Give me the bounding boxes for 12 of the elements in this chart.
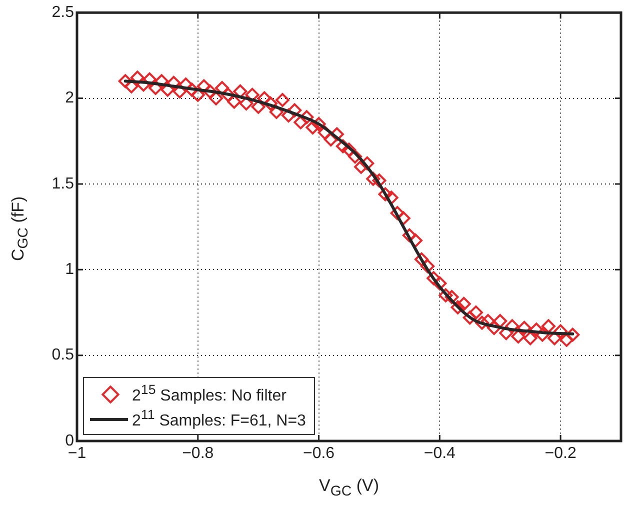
y-tick-label: 1.5 (52, 175, 74, 192)
y-tick-label: 2 (65, 90, 74, 107)
y-tick-label: 1 (65, 261, 74, 278)
x-tick-label: −0.2 (544, 445, 576, 462)
x-tick-label: −0.6 (302, 445, 335, 462)
y-tick-label: 0.5 (52, 346, 74, 364)
legend-label: 2$^{15}$ Samples: No filter (132, 382, 286, 406)
x-axis-title: V$_{GC}$ (V) (318, 476, 380, 500)
y-tick-label: 2.5 (52, 4, 74, 22)
legend-label: 2$^{11}$ Samples: F=61, N=3 (132, 406, 306, 430)
x-tick-label: −0.8 (182, 445, 214, 462)
x-tick-label: −0.4 (424, 445, 456, 462)
